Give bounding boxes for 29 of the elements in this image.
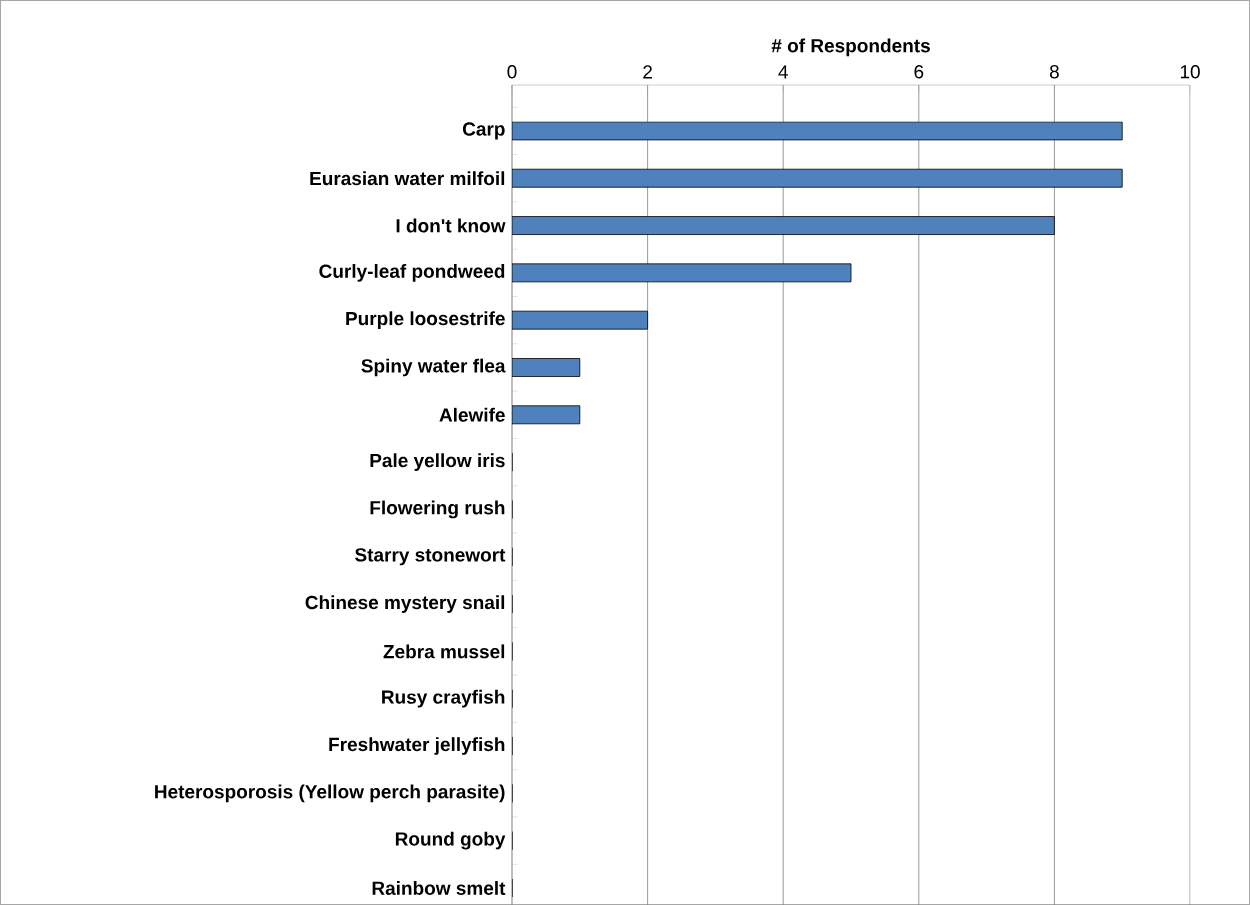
bar (512, 358, 581, 377)
x-tick-label: 0 (507, 65, 517, 79)
y-tick-label: Chinese mystery snail (305, 595, 505, 613)
y-tick-label: Carp (462, 122, 505, 140)
y-tick-label: Rusy crayfish (382, 689, 505, 708)
bar (512, 216, 1055, 235)
y-tick-label: Spiny water flea (361, 358, 506, 377)
y-tick-label: Pale yellow iris (370, 453, 505, 471)
y-tick-label: Starry stonewort (355, 548, 506, 566)
x-tick-label: 8 (1049, 65, 1059, 79)
bar (512, 405, 581, 425)
y-tick-label: Purple loosestrife (346, 311, 505, 330)
y-tick-label: Flowering rush (370, 500, 505, 519)
bar (512, 310, 648, 330)
x-tick-label: 4 (778, 65, 788, 79)
y-tick-label: Freshwater jellyfish (329, 737, 505, 755)
bar (512, 168, 1123, 188)
y-tick-label: Round goby (395, 831, 506, 850)
y-tick-label: Zebra mussel (383, 644, 505, 659)
x-axis-title: # of Respondents (771, 38, 930, 57)
y-tick-label: Heterosporosis (Yellow perch parasite) (155, 784, 505, 803)
y-tick-label: Rainbow smelt (372, 881, 506, 895)
y-tick-label: Alewife (439, 407, 505, 422)
y-tick-label: Eurasian water milfoil (310, 171, 505, 186)
y-tick-label: I don't know (396, 218, 506, 233)
x-tick-label: 6 (914, 65, 924, 79)
x-tick-label: 10 (1180, 65, 1200, 79)
y-tick-label: Curly-leaf pondweed (319, 263, 505, 282)
x-tick-label: 2 (643, 65, 652, 79)
